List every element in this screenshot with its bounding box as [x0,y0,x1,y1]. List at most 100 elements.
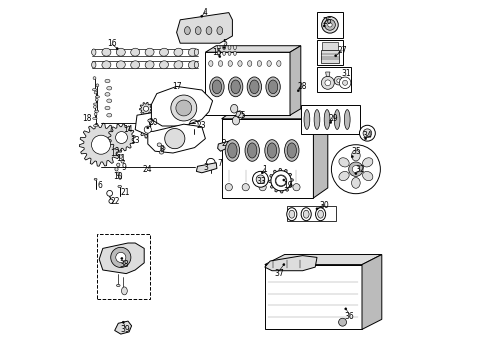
Ellipse shape [217,27,222,35]
Ellipse shape [328,23,332,27]
Circle shape [331,145,380,194]
Ellipse shape [118,185,122,188]
Ellipse shape [94,113,97,116]
Text: 14: 14 [123,125,133,134]
Polygon shape [321,50,339,63]
Text: 37: 37 [274,269,284,278]
Text: 4: 4 [203,8,208,17]
Ellipse shape [117,163,120,167]
Ellipse shape [145,61,154,69]
Circle shape [107,190,113,196]
Bar [317,67,351,92]
Ellipse shape [185,27,190,35]
Ellipse shape [267,60,271,66]
Text: 3: 3 [203,163,208,172]
Ellipse shape [107,99,112,103]
Ellipse shape [122,287,127,295]
Circle shape [116,252,126,262]
Ellipse shape [94,91,97,94]
Circle shape [337,79,341,82]
Ellipse shape [131,61,140,69]
Text: 25: 25 [237,111,246,120]
Ellipse shape [95,98,98,101]
Text: 35: 35 [351,147,361,156]
Ellipse shape [105,93,110,96]
Circle shape [343,80,347,85]
Text: 1: 1 [263,165,267,174]
Ellipse shape [119,176,122,179]
Ellipse shape [303,210,309,218]
Text: 23: 23 [197,122,207,130]
Text: 39: 39 [121,325,130,334]
Circle shape [276,176,286,186]
Circle shape [223,46,225,49]
Ellipse shape [105,79,110,83]
Ellipse shape [145,48,154,56]
Circle shape [111,247,131,267]
Ellipse shape [92,62,96,68]
Text: 17: 17 [172,82,181,91]
Ellipse shape [304,109,310,129]
Ellipse shape [265,140,279,161]
Polygon shape [362,255,382,329]
Circle shape [219,55,221,58]
Ellipse shape [116,61,125,69]
Polygon shape [218,141,230,151]
Ellipse shape [247,60,252,66]
Text: 31: 31 [341,69,351,78]
Ellipse shape [351,150,360,161]
Polygon shape [205,46,301,52]
Circle shape [349,162,363,176]
Polygon shape [108,124,135,151]
Text: 7: 7 [218,159,222,168]
Circle shape [276,184,283,191]
Polygon shape [221,109,328,119]
Polygon shape [326,72,330,76]
Text: 36: 36 [344,312,354,321]
Polygon shape [290,46,301,115]
Ellipse shape [266,77,280,97]
Text: 38: 38 [120,260,129,269]
Circle shape [261,172,263,174]
Ellipse shape [188,48,197,56]
Ellipse shape [247,143,257,158]
Polygon shape [205,52,290,115]
Text: 22: 22 [111,197,120,206]
Bar [301,105,360,134]
Ellipse shape [257,60,262,66]
Polygon shape [135,112,173,137]
Ellipse shape [196,27,201,35]
Ellipse shape [105,106,110,110]
Text: 26: 26 [323,17,333,26]
Text: 16: 16 [107,39,117,48]
Circle shape [360,125,375,141]
Ellipse shape [121,159,124,163]
Ellipse shape [117,284,120,287]
Ellipse shape [228,60,232,66]
Ellipse shape [351,177,360,188]
Ellipse shape [212,80,221,94]
Circle shape [165,129,185,149]
Polygon shape [322,42,338,50]
Ellipse shape [94,178,97,180]
Ellipse shape [277,60,281,66]
Ellipse shape [96,84,99,87]
Text: 6: 6 [98,181,103,190]
Circle shape [109,199,113,203]
Circle shape [345,308,347,310]
Circle shape [147,127,149,129]
Ellipse shape [228,45,231,50]
Ellipse shape [94,125,98,127]
Ellipse shape [131,48,140,56]
Ellipse shape [160,61,169,69]
Ellipse shape [363,158,373,167]
Ellipse shape [194,62,198,68]
Text: 2: 2 [221,139,226,148]
Text: 30: 30 [319,201,329,210]
Ellipse shape [238,60,242,66]
Polygon shape [269,168,293,193]
Ellipse shape [247,77,262,97]
Circle shape [351,156,353,158]
Circle shape [122,321,124,323]
Ellipse shape [231,104,238,113]
